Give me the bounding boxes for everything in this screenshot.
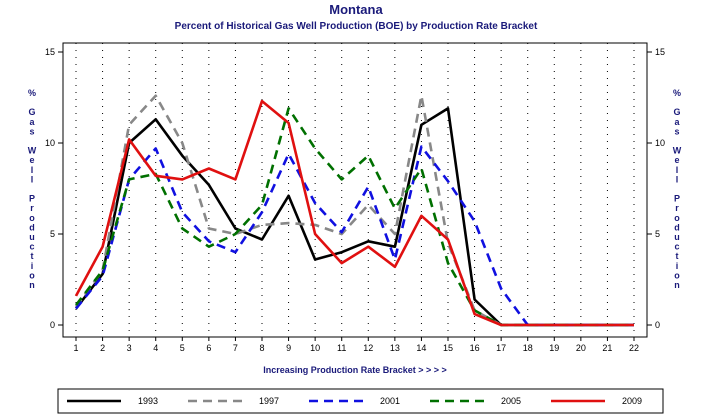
y-axis-label-char: l [31,174,34,184]
y-axis-label-char: n [29,280,35,290]
x-tick-label: 2 [100,343,105,353]
y-axis-label-char: t [31,251,34,261]
x-tick-label: 1 [73,343,78,353]
legend-box [57,388,664,414]
y-tick-label: 5 [50,229,55,239]
y-axis-left: 0 5 10 15 [45,47,63,330]
y-tick-label: 0 [50,320,55,330]
x-tick-label: 22 [629,343,639,353]
y-axis-label-char: a [674,117,680,127]
y-axis-label-char: G [673,107,680,117]
y-axis-label-char: u [29,232,35,242]
y-axis-label-char: o [29,213,35,223]
y-axis-label-char: o [29,270,35,280]
y-tick-label: 0 [655,320,660,330]
y-tick-label: 5 [655,229,660,239]
y-tick-label: 15 [45,47,55,57]
y-axis-label-char: a [29,117,35,127]
gridlines [75,43,635,337]
x-tick-label: 20 [576,343,586,353]
y-axis-label-char: e [29,155,34,165]
x-tick-label: 18 [523,343,533,353]
y-axis-label-char: i [31,261,34,271]
y-axis-label-char: e [674,155,679,165]
y-axis-label-char: l [676,174,679,184]
chart-title: Montana [329,2,383,17]
y-axis-label-char: c [674,242,679,252]
y-axis-label-char: s [29,126,34,136]
legend-label-1993: 1993 [138,396,158,406]
y-axis-label-char: l [676,165,679,175]
y-axis-label-char: c [29,242,34,252]
y-axis-label-char: G [28,107,35,117]
legend: 1993 1997 2001 2005 2009 [67,396,642,406]
x-tick-label: 17 [496,343,506,353]
x-tick-label: 14 [416,343,426,353]
y-axis-right: 0 5 10 15 [647,47,665,330]
x-tick-label: 6 [206,343,211,353]
y-tick-label: 10 [45,138,55,148]
x-tick-label: 16 [470,343,480,353]
x-tick-label: 4 [153,343,158,353]
x-tick-label: 13 [390,343,400,353]
y-axis-label-char: s [674,126,679,136]
y-axis-label-char: P [29,194,35,204]
x-tick-label: 9 [286,343,291,353]
x-tick-label: 15 [443,343,453,353]
plot-frame [62,42,648,338]
x-tick-label: 8 [259,343,264,353]
y-axis-label-char: d [674,222,680,232]
y-tick-label: 15 [655,47,665,57]
y-axis-label-char: d [29,222,35,232]
y-axis-label-char: % [28,88,36,98]
series-line-2001 [74,145,634,327]
y-axis-label-char: t [676,251,679,261]
legend-label-2001: 2001 [380,396,400,406]
y-axis-label-char: r [675,203,679,213]
x-tick-label: 7 [233,343,238,353]
y-axis-label-char: l [31,165,34,175]
x-axis: 1 2 3 4 5 6 7 8 9 10 11 12 13 14 15 16 17 18 19 20 21 22 [73,337,639,353]
y-axis-label-char: n [674,280,680,290]
x-tick-label: 3 [127,343,132,353]
y-axis-label-char: W [28,146,37,156]
series-line-1993 [74,107,634,327]
legend-label-1997: 1997 [259,396,279,406]
series-line-1997 [74,94,634,327]
x-tick-label: 5 [180,343,185,353]
y-axis-label-char: W [673,146,682,156]
legend-label-2005: 2005 [501,396,521,406]
series-line-2009 [74,99,634,327]
x-tick-label: 12 [363,343,373,353]
series-line-2005 [74,107,634,327]
y-axis-label-char: o [674,213,680,223]
y-axis-label-char: o [674,270,680,280]
y-tick-label: 10 [655,138,665,148]
x-tick-label: 19 [549,343,559,353]
y-axis-label-char: r [30,203,34,213]
chart-subtitle: Percent of Historical Gas Well Productio… [175,21,538,32]
y-axis-label-char: u [674,232,680,242]
x-tick-label: 21 [602,343,612,353]
legend-label-2009: 2009 [622,396,642,406]
y-axis-label-char: i [676,261,679,271]
x-tick-label: 11 [337,343,346,353]
x-tick-label: 10 [310,343,320,353]
y-axis-label-char: % [673,88,681,98]
x-axis-label: Increasing Production Rate Bracket > > >… [263,365,447,375]
y-axis-label-char: P [674,194,680,204]
series-lines [74,94,634,327]
